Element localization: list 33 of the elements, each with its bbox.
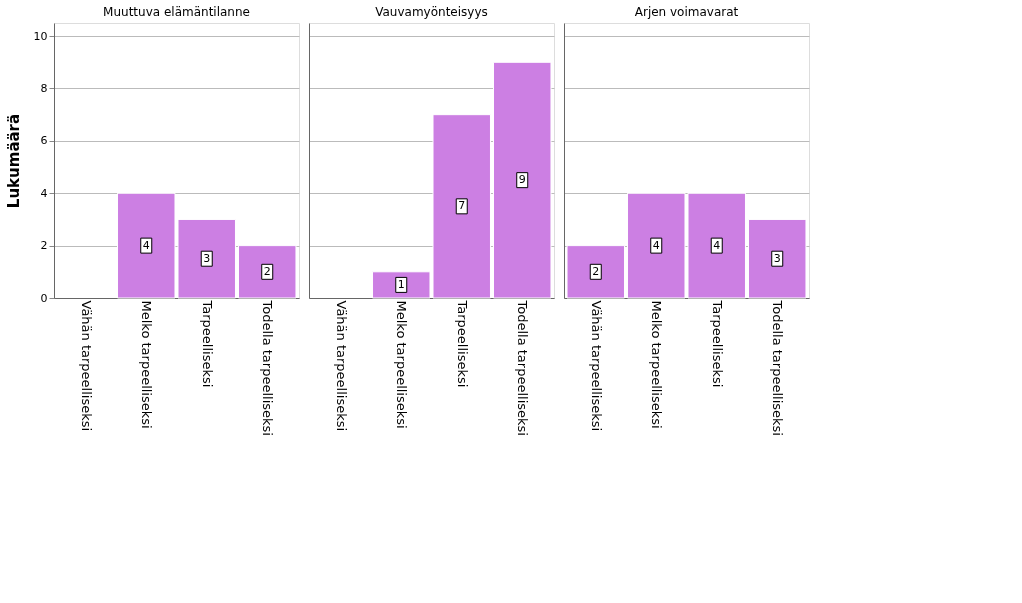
- y-tick-label: 10: [33, 29, 48, 43]
- data-label: 2: [592, 264, 600, 278]
- data-label: 2: [263, 264, 271, 278]
- y-tick-label: 2: [40, 239, 48, 253]
- chart-title: Muuttuva elämäntilanne: [103, 5, 250, 19]
- chart-title: Vauvamyönteisyys: [375, 5, 488, 19]
- x-tick-label: Tarpeelliseksi: [709, 299, 725, 388]
- bar: [238, 245, 297, 299]
- data-label: 7: [458, 199, 466, 213]
- chart-title: Arjen voimavarat: [634, 5, 739, 19]
- data-label: 3: [773, 251, 781, 265]
- x-tick-label: Vähän tarpeelliseksi: [78, 300, 94, 432]
- data-label: 4: [713, 238, 721, 252]
- x-tick-label: Todella tarpeelliseksi: [260, 299, 276, 436]
- x-tick-label: Tarpeelliseksi: [199, 299, 215, 388]
- x-tick-label: Melko tarpeelliseksi: [649, 300, 665, 429]
- x-tick-label: Todella tarpeelliseksi: [515, 299, 531, 436]
- x-tick-label: Vähän tarpeelliseksi: [588, 300, 604, 432]
- y-tick-label: 0: [40, 291, 48, 305]
- data-label: 4: [142, 238, 150, 252]
- x-tick-label: Tarpeelliseksi: [454, 299, 470, 388]
- y-tick-label: 8: [40, 81, 48, 95]
- x-tick-label: Melko tarpeelliseksi: [394, 300, 410, 429]
- y-axis-title: Lukumäärä: [4, 113, 23, 209]
- data-label: 9: [518, 173, 526, 187]
- data-label: 1: [397, 277, 405, 291]
- x-tick-label: Melko tarpeelliseksi: [139, 300, 155, 429]
- x-tick-label: Todella tarpeelliseksi: [770, 299, 786, 436]
- x-tick-label: Vähän tarpeelliseksi: [333, 300, 349, 432]
- y-tick-label: 6: [40, 134, 48, 148]
- data-label: 3: [203, 251, 211, 265]
- data-label: 4: [652, 238, 660, 252]
- y-tick-label: 4: [40, 186, 48, 200]
